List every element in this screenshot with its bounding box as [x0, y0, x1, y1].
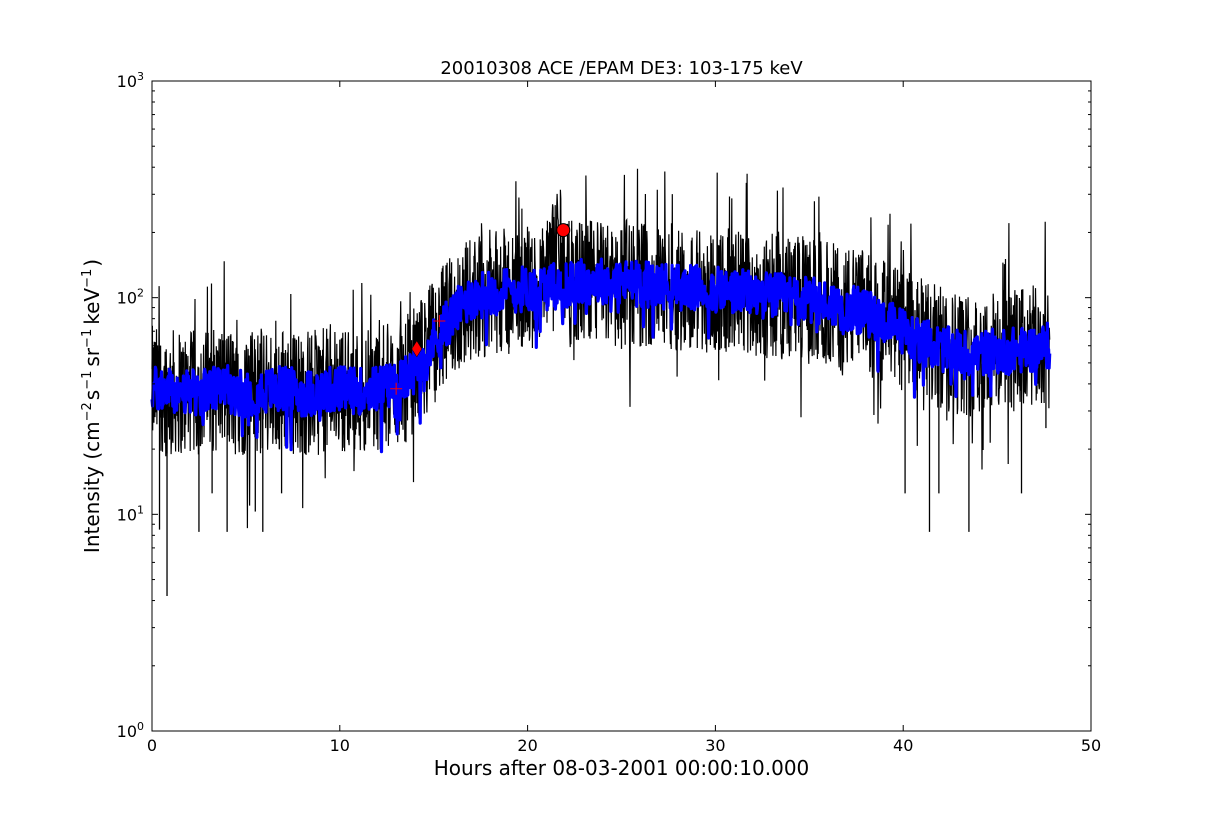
y-tick-label: 103: [117, 70, 144, 91]
y-axis-label-unit: sr: [80, 347, 104, 366]
x-tick-label: 50: [1081, 736, 1101, 755]
x-axis-label: Hours after 08-03-2001 00:00:10.000: [434, 756, 810, 780]
y-axis-label-exp: −1: [80, 269, 95, 288]
chart-title: 20010308 ACE /EPAM DE3: 103-175 keV: [440, 58, 803, 79]
y-tick-label: 100: [117, 720, 144, 741]
x-tick-label: 40: [893, 736, 913, 755]
y-axis: 100 101 102 103: [117, 70, 1091, 741]
plot-area: [150, 168, 1052, 596]
peak-marker: [556, 223, 571, 238]
x-tick-label: 20: [517, 736, 537, 755]
series-smoothed-line: [150, 257, 1052, 454]
onset-marker: [411, 340, 423, 358]
x-tick-label: 0: [147, 736, 157, 755]
x-tick-label: 10: [330, 736, 350, 755]
y-axis-label-exp: −2: [80, 402, 95, 421]
plus-marker: [433, 315, 446, 328]
y-axis-label-exp: −1: [80, 371, 95, 390]
y-tick-label: 101: [117, 503, 144, 524]
y-axis-label-exp: −1: [80, 329, 95, 348]
y-axis-label: Intensity (cm−2s−1sr−1keV−1): [80, 259, 104, 553]
x-tick-label: 30: [705, 736, 725, 755]
y-axis-label-suffix: ): [80, 259, 104, 267]
y-tick-label: 102: [117, 287, 144, 308]
axes-frame: [151, 80, 1092, 732]
y-axis-label-prefix: Intensity (cm: [80, 421, 104, 553]
x-axis: 0 10 20 30 40 50: [147, 81, 1101, 755]
y-axis-label-unit: keV: [80, 288, 104, 325]
y-axis-label-unit: s: [80, 390, 104, 400]
plus-marker: [390, 382, 403, 395]
